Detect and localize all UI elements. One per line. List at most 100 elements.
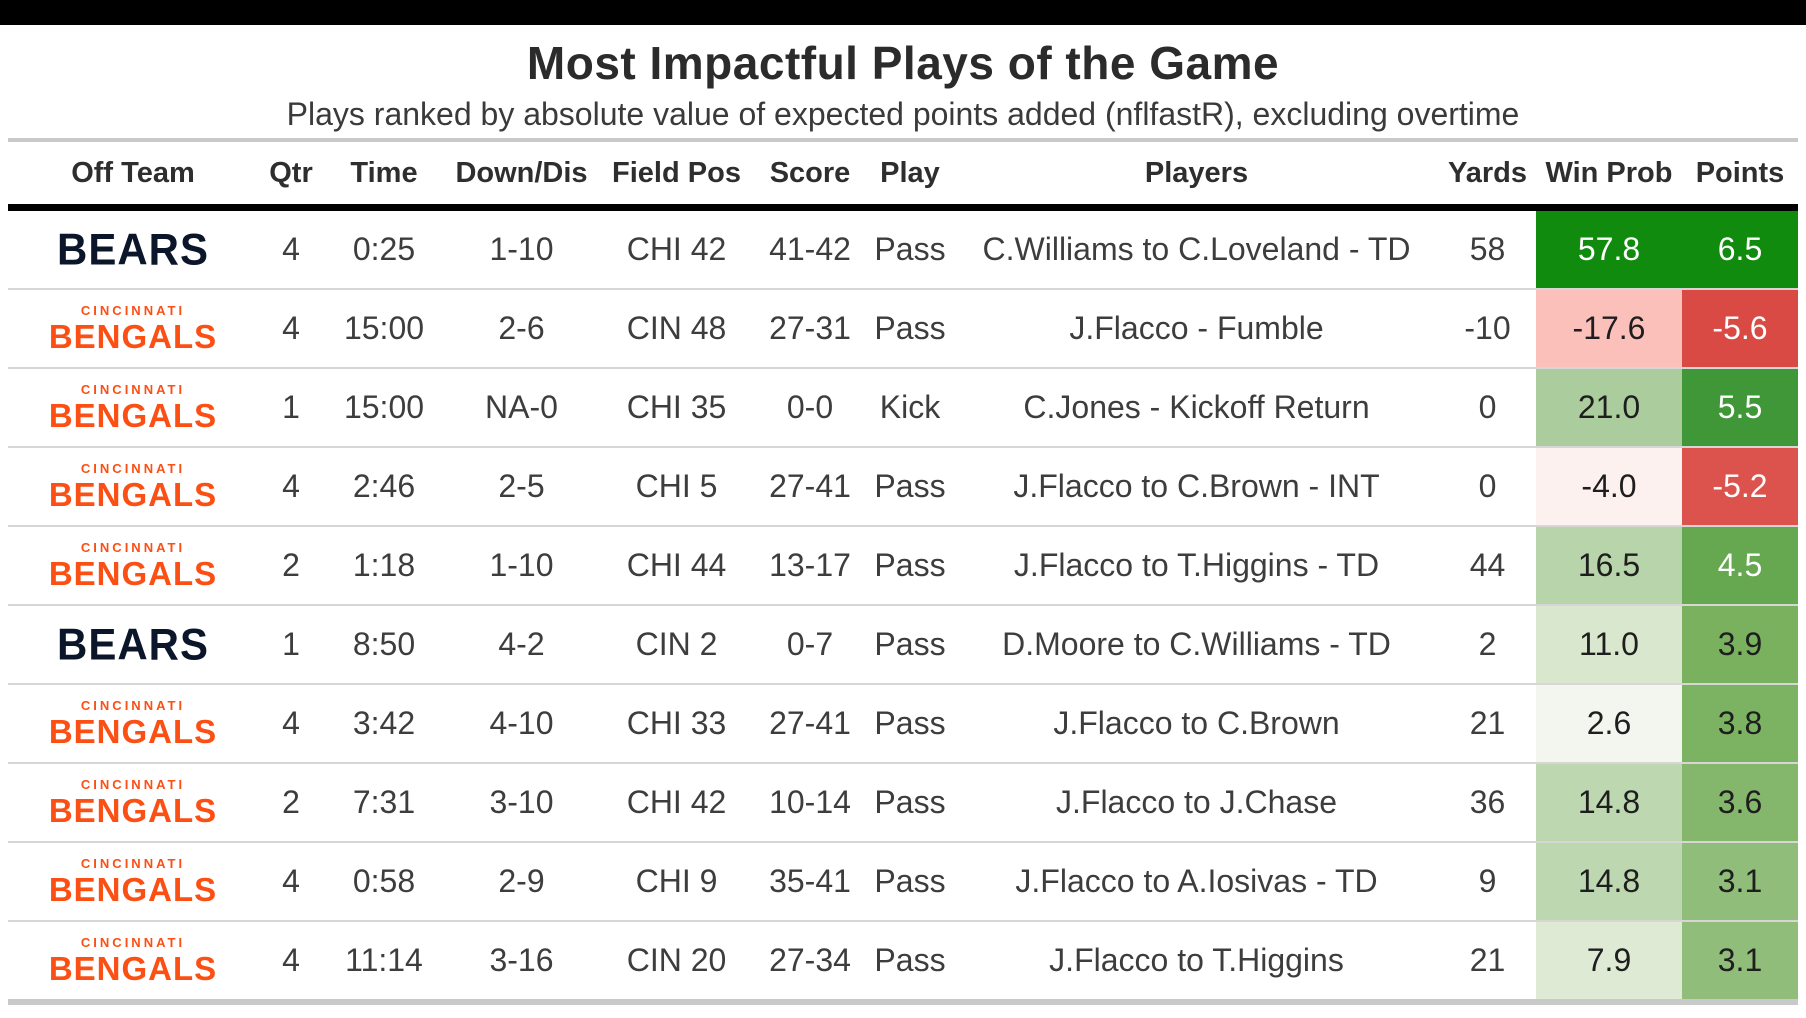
cell-time: 7:31 [324, 762, 444, 842]
cell-win-prob: 57.8 [1536, 207, 1682, 289]
cell-yards: 9 [1439, 841, 1536, 921]
cell-score: 0-0 [754, 367, 866, 447]
cell-points: -5.2 [1682, 446, 1798, 526]
cell-qtr: 4 [282, 231, 300, 267]
cell-score: 35-41 [754, 841, 866, 921]
cell-team: CINCINNATI BENGALS [8, 525, 258, 605]
column-header-off-team: Off Team [8, 142, 258, 211]
cell-qtr: 4 [258, 841, 324, 921]
bengals-wordmark-logo: BENGALS [48, 870, 218, 908]
cell-play: Pass [866, 604, 954, 684]
bengals-wordmark-logo: BENGALS [48, 949, 218, 987]
column-header-qtr: Qtr [258, 142, 324, 211]
cell-down-dis: 2-5 [444, 446, 599, 526]
cell-time: 1:18 [324, 525, 444, 605]
cell-players: J.Flacco to T.Higgins [954, 920, 1439, 999]
bears-wordmark-logo: BEARS [56, 224, 210, 274]
table-body: BEARS 4 0:25 1-10 CHI 42 41-42 Pass C.Williams … [8, 207, 1798, 999]
cell-yards: 0 [1439, 367, 1536, 447]
cell-points: 4.5 [1682, 525, 1798, 605]
table-row: CINCINNATI BENGALS 4 11:14 3-16 CIN 20 27-34 Pa… [8, 920, 1798, 999]
cell-down-dis: 1-10 [444, 525, 599, 605]
cell-team: CINCINNATI BENGALS [8, 841, 258, 921]
cell-qtr: 1 [258, 604, 324, 684]
cell-team: BEARS [8, 604, 258, 684]
cell-yards: 21 [1439, 920, 1536, 999]
plays-table: Off Team Qtr Time Down/Dis Field Pos Score Pla… [8, 142, 1798, 999]
table-row: CINCINNATI BENGALS 4 3:42 4-10 CHI 33 27-41 Pas… [8, 683, 1798, 763]
cell-down-dis: NA-0 [444, 367, 599, 447]
cell-field-pos: CHI 33 [599, 683, 754, 763]
cell-play: Pass [866, 683, 954, 763]
cell-field-pos: CHI 9 [599, 841, 754, 921]
cell-win-prob: 14.8 [1536, 762, 1682, 842]
cell-down-dis: 3-10 [444, 762, 599, 842]
bengals-wordmark-logo: BENGALS [48, 475, 218, 513]
cell-field-pos: CHI 5 [599, 446, 754, 526]
cell-players: C.Jones - Kickoff Return [954, 367, 1439, 447]
cell-win-prob: -4.0 [1536, 446, 1682, 526]
cell-play: Pass [866, 841, 954, 921]
cell-qtr: 1 [258, 367, 324, 447]
cell-time: 11:14 [324, 920, 444, 999]
cell-players: J.Flacco to J.Chase [954, 762, 1439, 842]
bengals-wordmark-logo: BENGALS [48, 554, 218, 592]
bengals-city-label: CINCINNATI [80, 776, 186, 792]
table-row: CINCINNATI BENGALS 2 7:31 3-10 CHI 42 10-14 Pas… [8, 762, 1798, 842]
cell-field-pos: CIN 20 [599, 920, 754, 999]
cell-down-dis: 2-6 [444, 288, 599, 368]
cell-yards: 0 [1439, 446, 1536, 526]
cell-win-prob: -17.6 [1536, 288, 1682, 368]
bengals-city-label: CINCINNATI [80, 460, 186, 476]
cell-score: 10-14 [754, 762, 866, 842]
cell-yards: 58 [1469, 231, 1506, 267]
cell-points: 3.9 [1682, 604, 1798, 684]
cell-field-pos: CHI 42 [626, 231, 727, 267]
cell-win-prob: 7.9 [1536, 920, 1682, 999]
cell-play: Pass [866, 525, 954, 605]
cell-players: J.Flacco - Fumble [954, 288, 1439, 368]
cell-players: C.Williams to C.Loveland - TD [982, 231, 1411, 267]
cell-time: 0:58 [324, 841, 444, 921]
cell-score: 0-7 [754, 604, 866, 684]
bengals-wordmark-logo: BENGALS [48, 317, 218, 355]
cell-yards: 21 [1439, 683, 1536, 763]
cell-win-prob: 21.0 [1536, 367, 1682, 447]
bengals-wordmark-logo: BENGALS [48, 791, 218, 829]
bengals-city-label: CINCINNATI [80, 539, 186, 555]
table-row: CINCINNATI BENGALS 1 15:00 NA-0 CHI 35 0-0 Kick… [8, 367, 1798, 447]
column-header-win-prob: Win Prob [1536, 142, 1682, 211]
cell-score: 27-31 [754, 288, 866, 368]
cell-players: J.Flacco to C.Brown [954, 683, 1439, 763]
cell-points: 5.5 [1682, 367, 1798, 447]
cell-score: 27-34 [754, 920, 866, 999]
subtitle-divider [8, 138, 1798, 142]
cell-score: 27-41 [754, 446, 866, 526]
bengals-city-label: CINCINNATI [80, 855, 186, 871]
cell-play: Pass [874, 231, 946, 267]
cell-time: 15:00 [324, 288, 444, 368]
cell-win-prob: 14.8 [1536, 841, 1682, 921]
cell-field-pos: CIN 48 [599, 288, 754, 368]
bears-wordmark-logo: BEARS [56, 619, 210, 669]
cell-down-dis: 4-10 [444, 683, 599, 763]
cell-score: 27-41 [754, 683, 866, 763]
cell-play: Pass [866, 762, 954, 842]
table-row: BEARS 1 8:50 4-2 CIN 2 0-7 Pass D.Moore to C.Wi… [8, 604, 1798, 684]
column-header-field-pos: Field Pos [599, 142, 754, 211]
cell-win-prob: 16.5 [1536, 525, 1682, 605]
cell-points: 6.5 [1682, 207, 1798, 289]
column-header-down-dis: Down/Dis [444, 142, 599, 211]
cell-points: 3.1 [1682, 841, 1798, 921]
cell-time: 0:25 [352, 231, 416, 267]
column-header-players: Players [954, 142, 1439, 211]
cell-points: 3.6 [1682, 762, 1798, 842]
bengals-city-label: CINCINNATI [80, 381, 186, 397]
cell-qtr: 2 [258, 525, 324, 605]
cell-team: CINCINNATI BENGALS [8, 762, 258, 842]
table-row: CINCINNATI BENGALS 4 0:58 2-9 CHI 9 35-41 Pass J… [8, 841, 1798, 921]
cell-down-dis: 2-9 [444, 841, 599, 921]
page-subtitle: Plays ranked by absolute value of expect… [286, 96, 1520, 132]
table-row: CINCINNATI BENGALS 2 1:18 1-10 CHI 44 13-17 Pas… [8, 525, 1798, 605]
